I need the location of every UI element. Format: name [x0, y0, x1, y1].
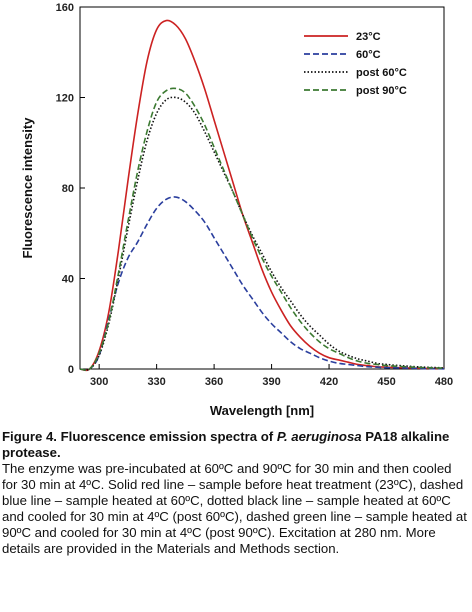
- plot-frame: [79, 6, 445, 370]
- x-tick-label: 450: [377, 376, 395, 388]
- y-tick-label: 160: [56, 2, 74, 14]
- y-axis-title: Fluorescence intensity: [20, 117, 35, 259]
- legend: 23°C 60°C post 60°C post 90°C: [304, 31, 407, 97]
- legend-label: 60°C: [356, 49, 381, 61]
- y-tick-label: 120: [56, 93, 74, 105]
- x-tick-label: 300: [90, 376, 108, 388]
- legend-label: post 90°C: [356, 85, 407, 97]
- axis-ticks: 300 330 360 390 420 450 480 0 40 80 120 160: [56, 2, 454, 388]
- legend-label: 23°C: [356, 31, 381, 43]
- fluorescence-chart: 300 330 360 390 420 450 480 0 40 80 120 160 23°C 60°…: [20, 2, 454, 418]
- series-line-2: [79, 196, 445, 371]
- figure-caption: Figure 4. Fluorescence emission spectra …: [2, 429, 470, 557]
- series-line-4: [79, 87, 445, 371]
- caption-body: The enzyme was pre-incubated at 60ºC and…: [2, 461, 467, 556]
- y-tick-label: 40: [62, 274, 74, 286]
- caption-title: Figure 4. Fluorescence emission spectra …: [2, 429, 470, 461]
- x-tick-label: 360: [205, 376, 223, 388]
- caption-title-prefix: Figure 4. Fluorescence emission spectra …: [2, 429, 277, 444]
- y-tick-label: 80: [62, 183, 74, 195]
- x-tick-label: 390: [262, 376, 280, 388]
- caption-title-species: P. aeruginosa: [276, 429, 362, 444]
- x-tick-label: 480: [435, 376, 453, 388]
- x-tick-label: 330: [147, 376, 165, 388]
- x-axis-title: Wavelength [nm]: [210, 403, 314, 418]
- legend-label: post 60°C: [356, 67, 407, 79]
- series-lines: [79, 19, 445, 372]
- caption-title-suffix: PA18 alkaline protease.: [2, 429, 450, 460]
- y-tick-label: 0: [68, 364, 74, 376]
- x-tick-label: 420: [320, 376, 338, 388]
